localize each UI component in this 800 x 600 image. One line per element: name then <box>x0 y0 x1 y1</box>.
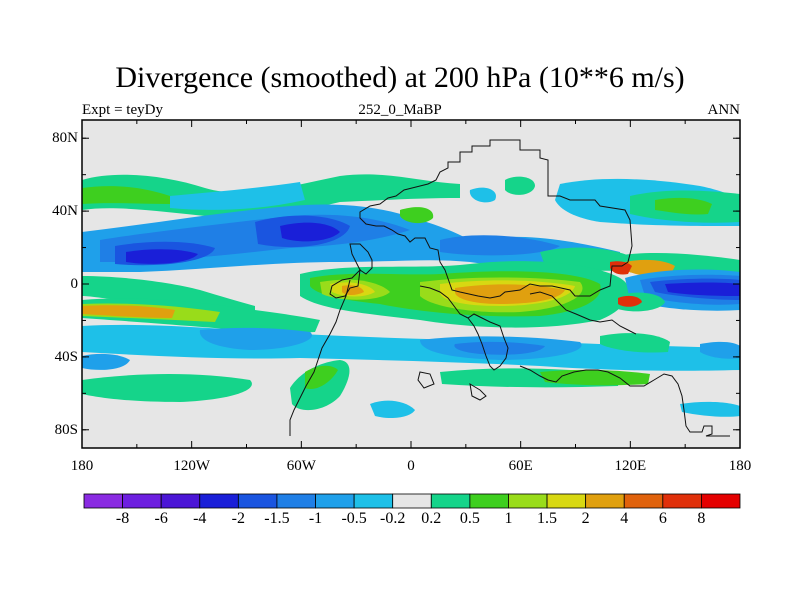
y-tick-label: 40N <box>52 203 78 220</box>
colorbar-swatch <box>701 493 741 509</box>
colorbar-swatch <box>353 493 394 509</box>
colorbar-swatch <box>83 493 123 509</box>
colorbar-level-label: -8 <box>115 510 130 527</box>
x-tick-label: 120E <box>614 458 647 474</box>
colorbar-swatch <box>237 493 278 509</box>
colorbar-level-label: 6 <box>658 510 667 527</box>
colorbar-swatch <box>392 493 432 509</box>
y-tick-label: 0 <box>70 276 79 292</box>
colorbar <box>83 493 741 509</box>
x-tick-label: 60E <box>508 458 533 474</box>
colorbar-swatch <box>662 493 702 509</box>
colorbar-level-label: 8 <box>697 510 706 527</box>
experiment-label: Expt = teyDy <box>82 102 163 118</box>
x-tick-label: 60W <box>286 458 316 474</box>
colorbar-level-label: 0.5 <box>459 510 480 527</box>
x-tick-label: 180 <box>70 458 94 474</box>
colorbar-swatch <box>430 493 471 509</box>
case-label: 252_0_MaBP <box>358 102 442 118</box>
colorbar-level-label: 1.5 <box>537 510 558 527</box>
y-tick-label: 40S <box>54 348 78 365</box>
season-label: ANN <box>707 102 741 118</box>
colorbar-swatch <box>623 493 664 509</box>
x-tick-label: 120W <box>173 458 210 474</box>
colorbar-swatch <box>160 493 201 509</box>
y-tick-label: 80N <box>52 130 78 147</box>
colorbar-level-label: 2 <box>581 510 590 527</box>
colorbar-swatch <box>469 493 509 509</box>
continent-outlines <box>289 139 730 437</box>
colorbar-level-label: -1 <box>308 510 323 527</box>
colorbar-level-label: 0.2 <box>421 510 442 527</box>
axis-ticks <box>81 120 741 448</box>
colorbar-swatch <box>585 493 625 509</box>
colorbar-swatch <box>508 493 548 509</box>
colorbar-level-label: 1 <box>504 510 513 527</box>
colorbar-level-label: 4 <box>620 510 629 527</box>
colorbar-level-label: -2 <box>231 510 245 527</box>
colorbar-level-label: -6 <box>154 510 168 527</box>
divergence-contours <box>82 174 740 418</box>
colorbar-swatch <box>546 493 587 509</box>
colorbar-level-label: -1.5 <box>264 510 290 527</box>
x-tick-label: 0 <box>407 458 415 474</box>
y-tick-label: 80S <box>54 421 78 438</box>
colorbar-level-label: -4 <box>193 510 207 527</box>
colorbar-swatch <box>199 493 239 509</box>
chart-title: Divergence (smoothed) at 200 hPa (10**6 … <box>115 61 685 94</box>
colorbar-swatch <box>315 493 355 509</box>
colorbar-level-label: -0.5 <box>341 510 367 527</box>
x-tick-label: 180 <box>728 458 752 474</box>
colorbar-level-label: -0.2 <box>380 510 406 527</box>
colorbar-swatch <box>276 493 316 509</box>
colorbar-swatch <box>122 493 162 509</box>
